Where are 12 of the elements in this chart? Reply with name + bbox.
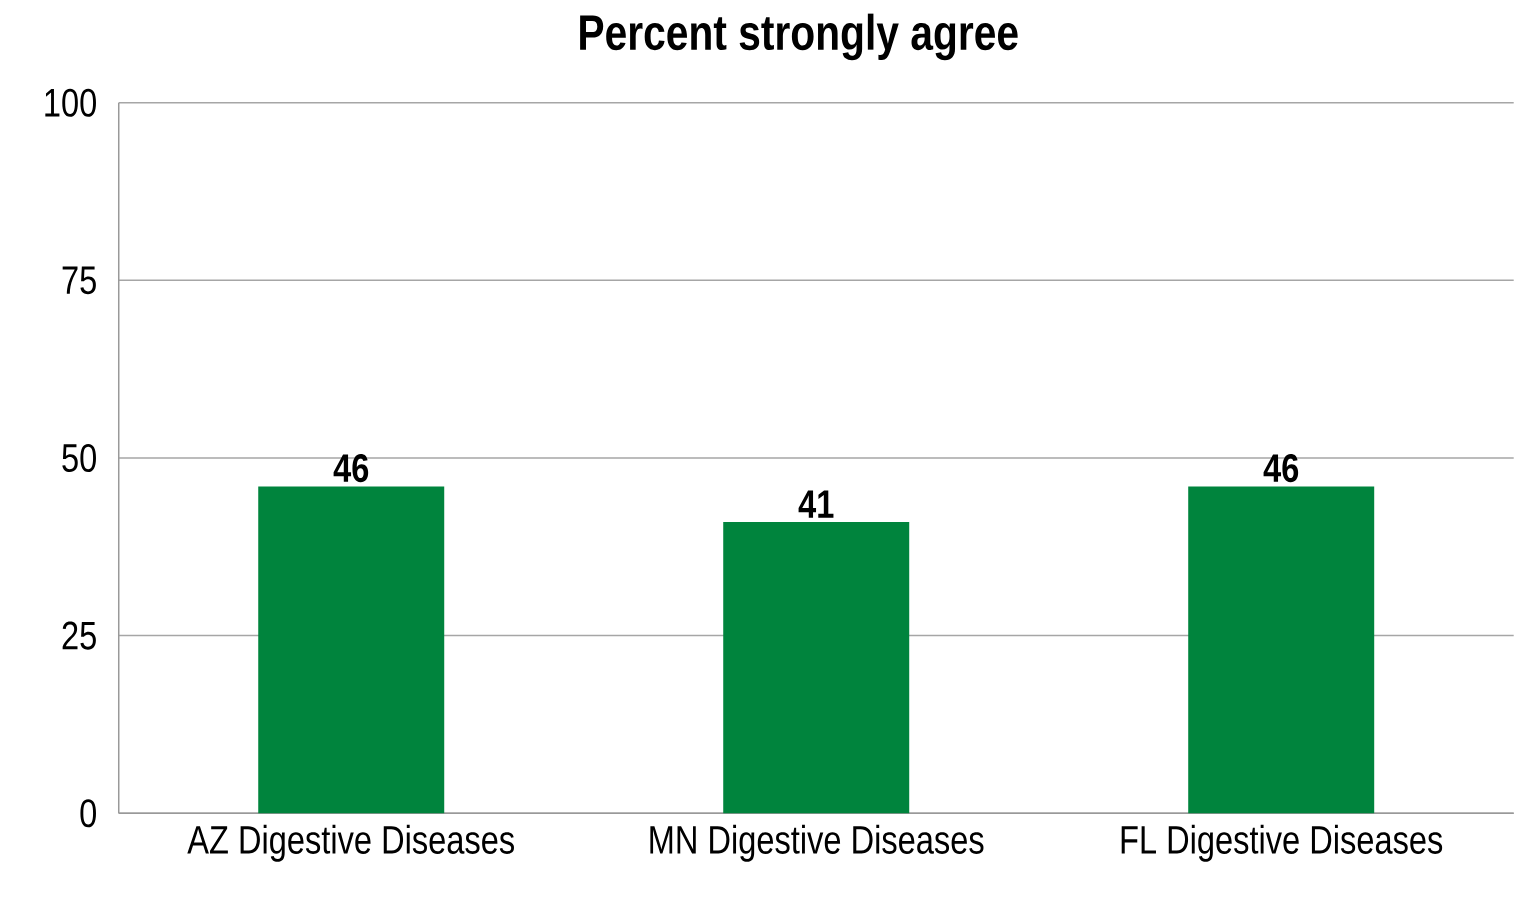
x-tick-label: FL Digestive Diseases [1121,824,1443,862]
y-tick-label: 0 [80,799,96,828]
chart-title: Percent strongly agree [580,13,1018,61]
y-tick-label: 50 [62,443,96,473]
data-label: 41 [798,490,834,518]
y-tick-label: 100 [45,88,96,117]
y-tick-label: 75 [62,266,96,295]
data-label: 46 [333,454,369,483]
x-tick-label: AZ Digestive Diseases [187,824,514,862]
data-label: 46 [1263,454,1299,483]
x-tick-label: MN Digestive Diseases [650,824,984,862]
y-tick-label: 25 [62,621,96,650]
